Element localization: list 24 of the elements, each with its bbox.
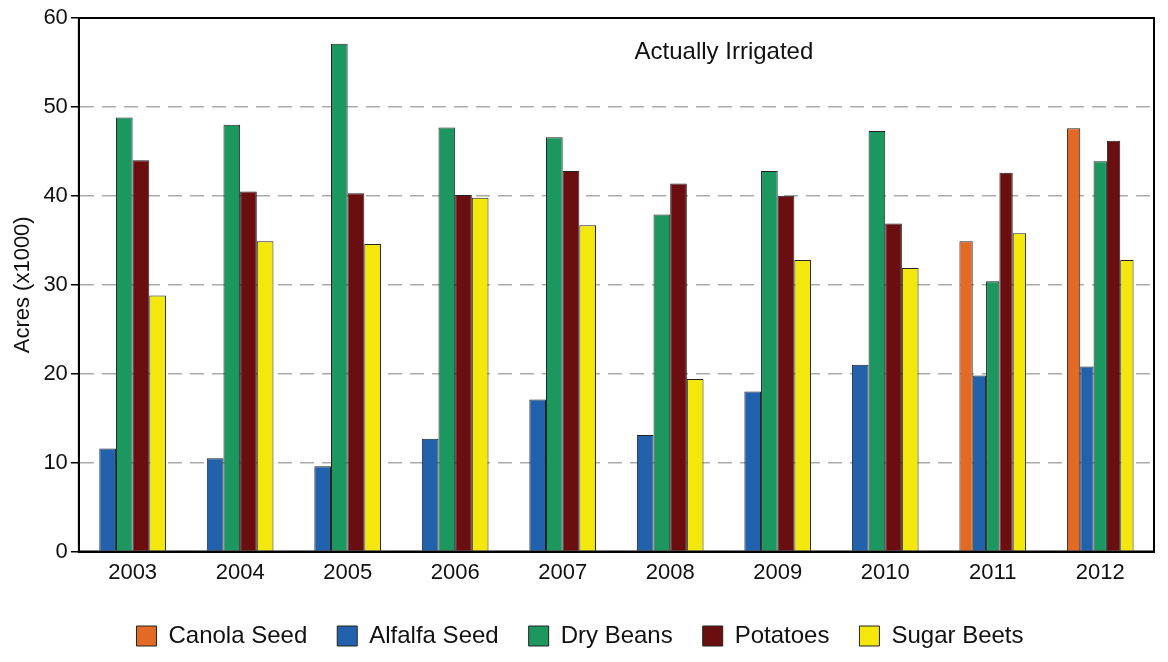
y-tick-label: 50 bbox=[43, 93, 68, 118]
x-tick-label: 2007 bbox=[538, 558, 588, 584]
legend-label: Alfalfa Seed bbox=[369, 620, 499, 648]
y-tick-label: 10 bbox=[43, 448, 68, 474]
x-tick-label: 2005 bbox=[323, 558, 373, 584]
y-axis-title: Acres (x1000) bbox=[9, 216, 35, 354]
x-tick-label: 2004 bbox=[215, 558, 265, 584]
legend-label: Canola Seed bbox=[168, 620, 308, 648]
y-tick-label: 40 bbox=[43, 181, 68, 207]
x-tick-label: 2011 bbox=[969, 558, 1017, 584]
x-tick-label: 2009 bbox=[753, 558, 803, 584]
x-tick-label: 2010 bbox=[860, 558, 910, 584]
y-tick-label: 20 bbox=[43, 359, 68, 385]
x-tick-label: 2012 bbox=[1075, 558, 1125, 584]
legend-label: Dry Beans bbox=[560, 620, 673, 648]
y-tick-label: 30 bbox=[43, 270, 68, 296]
x-tick-label: 2003 bbox=[108, 558, 158, 584]
y-tick-label: 60 bbox=[43, 4, 68, 30]
text: Actually Irrigated bbox=[634, 36, 814, 64]
legend-label: Potatoes bbox=[734, 620, 830, 648]
x-tick-label: 2006 bbox=[430, 558, 480, 584]
y-tick-label: 0 bbox=[55, 537, 68, 563]
x-tick-label: 2008 bbox=[645, 558, 695, 584]
legend-label: Sugar Beets bbox=[891, 620, 1024, 648]
